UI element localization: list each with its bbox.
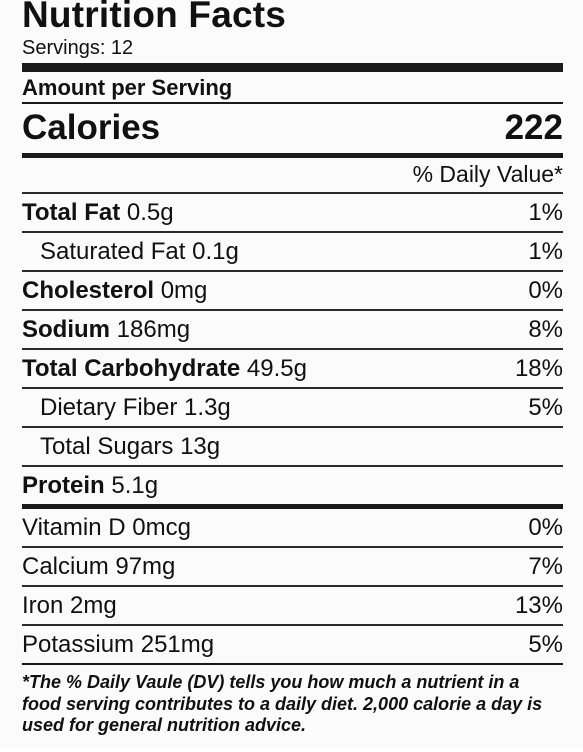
vitamin-name: Calcium: [22, 553, 109, 581]
nutrient-row-protein: Protein 5.1g: [22, 465, 563, 504]
vitamin-name: Vitamin D: [22, 514, 126, 542]
nutrient-row-saturated-fat: Saturated Fat 0.1g 1%: [22, 231, 563, 270]
nutrient-amount: 1.3g: [184, 394, 231, 422]
nutrient-row-sodium: Sodium 186mg 8%: [22, 309, 563, 348]
thick-divider: [22, 63, 563, 72]
nutrient-amount: 0mg: [160, 277, 208, 305]
nutrient-name: Sodium: [22, 316, 110, 344]
medium-divider: [22, 153, 563, 159]
vitamin-row-calcium: Calcium 97mg 7%: [22, 546, 563, 585]
vitamin-amount: 251mg: [140, 631, 215, 659]
servings-line: Servings: 12: [22, 37, 134, 59]
vitamin-dv: 0%: [528, 514, 563, 542]
nutrient-amount: 186mg: [116, 316, 191, 344]
footnote: *The % Daily Vaule (DV) tells you how mu…: [22, 663, 563, 736]
nutrient-amount: 0.5g: [126, 199, 174, 227]
nutrient-dv: 18%: [514, 355, 563, 383]
vitamin-name: Potassium: [22, 631, 135, 659]
nutrient-name: Total Carbohydrate: [22, 355, 241, 383]
calories-row: Calories 222: [22, 102, 563, 153]
vitamin-row-iron: Iron 2mg 13%: [22, 585, 563, 624]
vitamin-amount: 2mg: [70, 592, 117, 620]
vitamin-dv: 13%: [514, 592, 563, 620]
nutrient-dv: 0%: [528, 277, 563, 305]
vitamin-amount: 0mcg: [132, 514, 191, 542]
nutrient-row-total-sugars: Total Sugars 13g: [22, 426, 563, 465]
calories-label: Calories: [22, 108, 161, 148]
nutrient-dv: 1%: [528, 238, 563, 266]
nutrient-amount: 5.1g: [111, 472, 159, 500]
nutrient-name: Total Sugars: [40, 433, 174, 461]
nutrient-name: Saturated Fat: [40, 238, 186, 266]
vitamin-dv: 7%: [528, 553, 563, 581]
vitamin-dv: 5%: [528, 631, 563, 659]
nutrient-row-dietary-fiber: Dietary Fiber 1.3g 5%: [22, 387, 563, 426]
nutrient-name: Total Fat: [22, 199, 121, 227]
nutrient-dv: 5%: [528, 394, 563, 422]
nutrient-row-total-fat: Total Fat 0.5g 1%: [22, 192, 563, 231]
amount-per-serving: Amount per Serving: [22, 75, 233, 100]
nutrient-amount: 13g: [180, 433, 221, 461]
nutrient-dv: 1%: [528, 199, 563, 227]
daily-value-header: % Daily Value*: [412, 161, 563, 188]
nutrient-dv: 8%: [528, 316, 563, 344]
nutrient-row-cholesterol: Cholesterol 0mg 0%: [22, 270, 563, 309]
label-title: Nutrition Facts: [22, 0, 287, 35]
vitamin-amount: 97mg: [115, 553, 176, 581]
medium-divider: [22, 504, 563, 510]
nutrient-name: Dietary Fiber: [40, 394, 178, 422]
nutrient-name: Cholesterol: [22, 277, 155, 305]
nutrient-amount: 49.5g: [246, 355, 307, 383]
nutrient-name: Protein: [22, 472, 105, 500]
nutrient-amount: 0.1g: [192, 238, 239, 266]
vitamin-row-potassium: Potassium 251mg 5%: [22, 624, 563, 663]
vitamin-row-vitamin-d: Vitamin D 0mcg 0%: [22, 509, 563, 546]
calories-value: 222: [504, 108, 563, 148]
nutrient-row-total-carbohydrate: Total Carbohydrate 49.5g 18%: [22, 348, 563, 387]
vitamin-name: Iron: [22, 592, 64, 620]
